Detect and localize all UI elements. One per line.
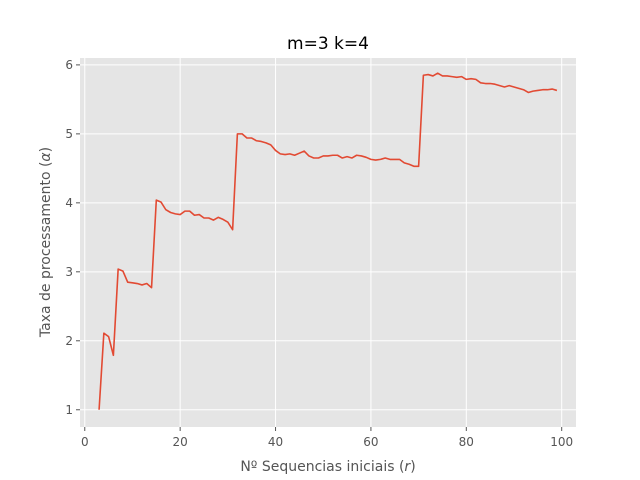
y-tick-label: 4 — [65, 196, 73, 210]
x-axis-label-symbol: r — [404, 459, 411, 475]
x-tick-label: 40 — [268, 435, 283, 449]
y-axis-label-symbol: α — [38, 152, 54, 162]
x-axis-label-suffix: ) — [410, 459, 415, 475]
y-axis-label: Taxa de processamento (α) — [38, 147, 54, 338]
x-axis-label: Nº Sequencias iniciais (r) — [240, 459, 415, 475]
x-tick-label: 20 — [173, 435, 188, 449]
y-axis-label-suffix: ) — [38, 147, 54, 152]
x-tick-label: 0 — [81, 435, 89, 449]
y-tick-label: 6 — [65, 58, 73, 72]
x-tick-label: 80 — [459, 435, 474, 449]
chart-title: m=3 k=4 — [287, 34, 369, 54]
y-tick-label: 3 — [65, 265, 73, 279]
grid — [80, 58, 576, 427]
axis-ticks: 0 20 40 60 80 100 1 2 3 4 5 6 — [65, 58, 573, 449]
x-tick-label: 60 — [363, 435, 378, 449]
plot-background — [80, 58, 576, 427]
y-tick-label: 2 — [65, 334, 73, 348]
y-axis-label-prefix: Taxa de processamento ( — [38, 162, 54, 339]
y-tick-label: 1 — [65, 403, 73, 417]
x-tick-label: 100 — [550, 435, 573, 449]
y-tick-label: 5 — [65, 127, 73, 141]
x-axis-label-prefix: Nº Sequencias iniciais ( — [240, 459, 404, 475]
series-line — [98, 72, 558, 410]
